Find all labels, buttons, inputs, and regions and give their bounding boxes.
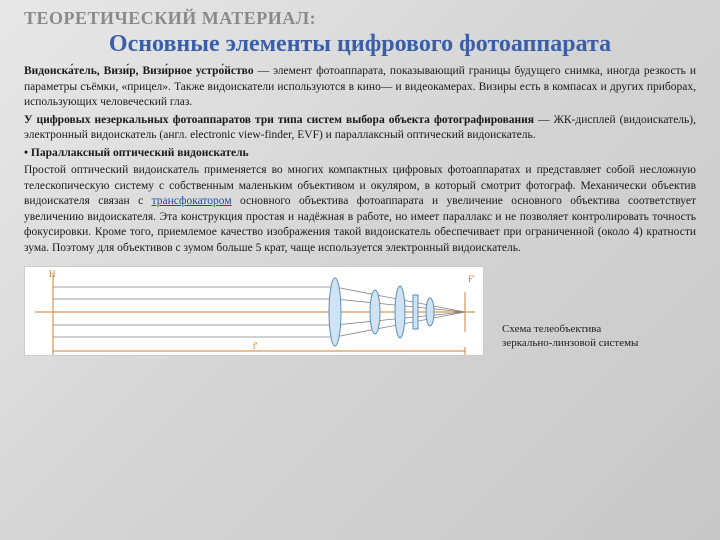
diagram-row: H F': [24, 266, 696, 356]
diagram-caption: Схема телеобъектива зеркально-линзовой с…: [502, 322, 638, 357]
f-prime-label: F': [468, 274, 475, 284]
f-distance-label: f': [253, 341, 258, 351]
page-title: Основные элементы цифрового фотоаппарата: [24, 31, 696, 58]
slide-page: ТЕОРЕТИЧЕСКИЙ МАТЕРИАЛ: Основные элемент…: [0, 0, 720, 368]
term-three-types: У цифровых незеркальных фотоаппаратов тр…: [24, 114, 534, 126]
term-viewfinder: Видоиска́тель, Визи́р, Визи́рное устро́й…: [24, 65, 254, 77]
transfocator-link[interactable]: трансфокатором: [152, 195, 232, 207]
lens-large: [329, 278, 341, 346]
lens-schematic-svg: H F': [25, 267, 485, 357]
caption-line1: Схема телеобъектива: [502, 322, 638, 336]
paragraph-2: У цифровых незеркальных фотоаппаратов тр…: [24, 113, 696, 144]
h-label: H: [49, 269, 56, 279]
lens-mid1: [370, 290, 380, 334]
lens-small: [426, 298, 434, 326]
lens-mid2: [395, 286, 405, 338]
caption-line2: зеркально-линзовой системы: [502, 336, 638, 350]
bullet-label: • Параллаксный оптический видоискатель: [24, 147, 249, 159]
bullet-heading: • Параллаксный оптический видоискатель: [24, 146, 696, 162]
lens-flat: [413, 295, 418, 329]
body-text: Видоиска́тель, Визи́р, Визи́рное устро́й…: [24, 64, 696, 256]
section-label: ТЕОРЕТИЧЕСКИЙ МАТЕРИАЛ:: [24, 8, 696, 29]
optical-diagram: H F': [24, 266, 484, 356]
paragraph-3: Простой оптический видоискатель применяе…: [24, 163, 696, 256]
paragraph-1: Видоиска́тель, Визи́р, Визи́рное устро́й…: [24, 64, 696, 111]
